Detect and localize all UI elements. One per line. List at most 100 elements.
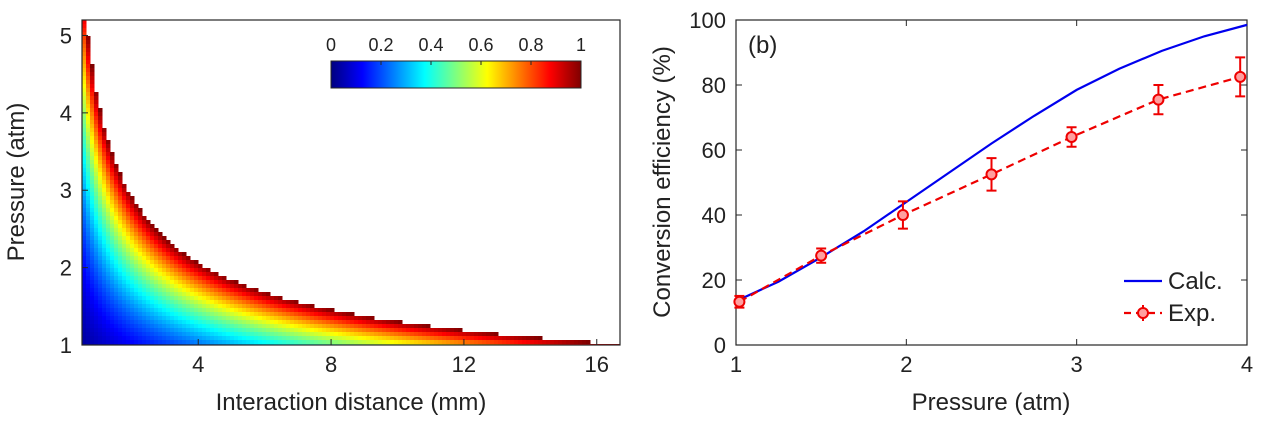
heatmap-cell xyxy=(166,244,171,249)
heatmap-cell xyxy=(110,176,115,181)
heatmap-cell xyxy=(378,332,383,337)
heatmap-cell xyxy=(90,124,95,129)
heatmap-cell xyxy=(170,296,175,301)
heatmap-cell xyxy=(86,304,91,309)
heatmap-cell xyxy=(170,268,175,273)
heatmap-cell xyxy=(266,296,271,301)
heatmap-cell xyxy=(162,284,167,289)
heatmap-cell xyxy=(130,328,135,333)
heatmap-cell xyxy=(430,328,435,333)
heatmap-cell xyxy=(274,296,279,301)
heatmap-cell xyxy=(198,308,203,313)
heatmap-cell xyxy=(86,188,91,193)
heatmap-cell xyxy=(334,336,339,341)
heatmap-cell xyxy=(158,240,163,245)
heatmap-cell xyxy=(326,320,331,325)
heatmap-cell xyxy=(82,156,87,161)
heatmap-cell xyxy=(414,324,419,329)
heatmap-cell xyxy=(278,308,283,313)
legend-calc-label: Calc. xyxy=(1168,268,1223,295)
heatmap-cell xyxy=(202,316,207,321)
heatmap-cell xyxy=(170,300,175,305)
heatmap-cell xyxy=(98,264,103,269)
exp-point xyxy=(815,249,828,262)
heatmap-cell xyxy=(190,308,195,313)
heatmap-cell xyxy=(502,340,507,345)
heatmap-cell xyxy=(126,264,131,269)
heatmap-cell xyxy=(326,332,331,337)
heatmap-cell xyxy=(102,244,107,249)
heatmap-cell xyxy=(258,304,263,309)
heatmap-cell xyxy=(162,236,167,241)
heatmap-cell xyxy=(170,280,175,285)
heatmap-cell xyxy=(314,328,319,333)
heatmap-cell xyxy=(122,204,127,209)
heatmap-cell xyxy=(150,328,155,333)
heatmap-cell xyxy=(94,272,99,277)
heatmap-cell xyxy=(110,332,115,337)
heatmap-cell xyxy=(166,304,171,309)
heatmap-cell xyxy=(214,300,219,305)
heatmap-cell xyxy=(102,304,107,309)
heatmap-cell xyxy=(162,248,167,253)
heatmap-cell xyxy=(82,24,87,29)
heatmap-cell xyxy=(110,212,115,217)
heatmap-cell xyxy=(438,336,443,341)
heatmap-cell xyxy=(434,328,439,333)
heatmap-cell xyxy=(150,332,155,337)
heatmap-cell xyxy=(90,136,95,141)
heatmap-cell xyxy=(178,300,183,305)
heatmap-cell xyxy=(586,340,591,345)
heatmap-cell xyxy=(398,320,403,325)
heatmap-cell xyxy=(102,200,107,205)
heatmap-cell xyxy=(310,320,315,325)
heatmap-cell xyxy=(82,168,87,173)
heatmap-cell xyxy=(250,316,255,321)
heatmap-cell xyxy=(142,256,147,261)
heatmap-cell xyxy=(102,196,107,201)
heatmap-cell xyxy=(178,268,183,273)
heatmap-cell xyxy=(174,280,179,285)
heatmap-cell xyxy=(194,292,199,297)
heatmap-cell xyxy=(86,40,91,45)
heatmap-cell xyxy=(82,108,87,113)
heatmap-cell xyxy=(130,340,135,345)
heatmap-cell xyxy=(110,312,115,317)
heatmap-cell xyxy=(146,256,151,261)
heatmap-cell xyxy=(318,332,323,337)
heatmap-cell xyxy=(314,324,319,329)
heatmap-cell xyxy=(354,328,359,333)
heatmap-cell xyxy=(218,332,223,337)
heatmap-cell xyxy=(94,320,99,325)
heatmap-cell xyxy=(198,328,203,333)
heatmap-cell xyxy=(98,184,103,189)
heatmap-cell xyxy=(122,272,127,277)
heatmap-cell xyxy=(82,276,87,281)
heatmap-cell xyxy=(134,324,139,329)
heatmap-cell xyxy=(150,324,155,329)
heatmap-cell xyxy=(234,316,239,321)
heatmap-cell xyxy=(182,336,187,341)
heatmap-cell xyxy=(362,328,367,333)
heatmap-cell xyxy=(182,312,187,317)
heatmap-cell xyxy=(86,296,91,301)
heatmap-cell xyxy=(106,164,111,169)
heatmap-cell xyxy=(158,324,163,329)
heatmap-cell xyxy=(218,300,223,305)
heatmap-cell xyxy=(470,340,475,345)
heatmap-cell xyxy=(90,196,95,201)
heatmap-cell xyxy=(86,248,91,253)
heatmap-cell xyxy=(82,280,87,285)
heatmap-cell xyxy=(122,188,127,193)
heatmap-cell xyxy=(86,292,91,297)
heatmap-cell xyxy=(206,320,211,325)
heatmap-cell xyxy=(110,320,115,325)
heatmap-cell xyxy=(94,192,99,197)
heatmap-cell xyxy=(186,296,191,301)
heatmap-cell xyxy=(206,336,211,341)
heatmap-cell xyxy=(294,324,299,329)
heatmap-cell xyxy=(270,320,275,325)
heatmap-cell xyxy=(86,68,91,73)
heatmap-cell xyxy=(374,332,379,337)
heatmap-cell xyxy=(122,212,127,217)
